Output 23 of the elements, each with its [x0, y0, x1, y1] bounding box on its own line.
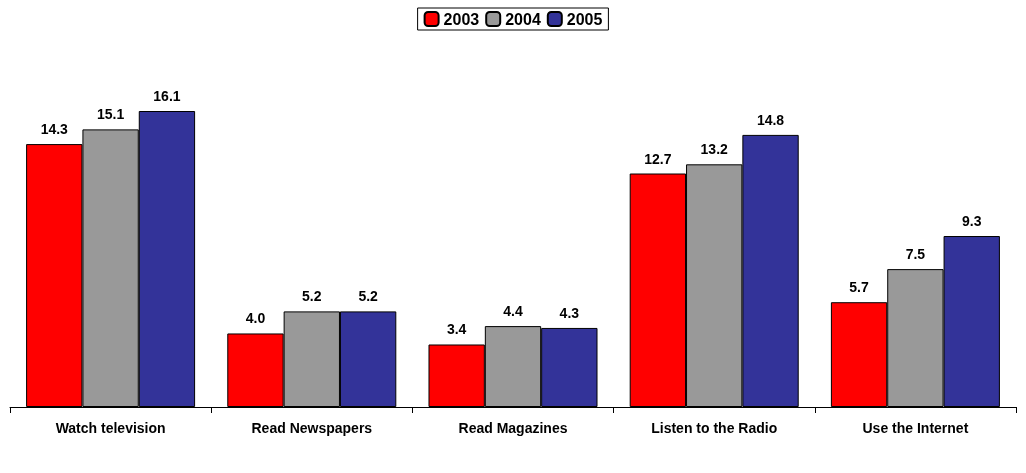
- data-label: 14.3: [40, 121, 69, 138]
- data-label: 12.7: [644, 150, 672, 167]
- x-tick-label: Read Magazines: [458, 420, 568, 436]
- data-label: 3.4: [446, 321, 467, 338]
- data-label: 5.7: [849, 279, 870, 296]
- data-label: 4.4: [503, 303, 523, 320]
- x-tick-label: Read Newspapers: [251, 420, 373, 436]
- data-label: 13.2: [700, 141, 729, 158]
- x-tick-label: Listen to the Radio: [651, 420, 778, 436]
- data-label: 4.0: [245, 310, 266, 327]
- data-label: 5.2: [358, 288, 379, 305]
- data-label: 16.1: [153, 88, 181, 104]
- legend-label: 2004: [505, 10, 541, 28]
- data-label: 4.3: [559, 304, 580, 321]
- data-label: 5.2: [302, 288, 322, 305]
- data-label: 7.5: [905, 246, 926, 263]
- legend-label: 2005: [566, 10, 603, 28]
- data-label: 14.8: [756, 111, 785, 128]
- data-label: 9.3: [962, 213, 982, 230]
- data-label: 15.1: [96, 106, 125, 123]
- legend-label: 2003: [443, 10, 480, 28]
- x-tick-label: Watch television: [55, 420, 166, 436]
- x-tick-label: Use the Internet: [862, 420, 969, 436]
